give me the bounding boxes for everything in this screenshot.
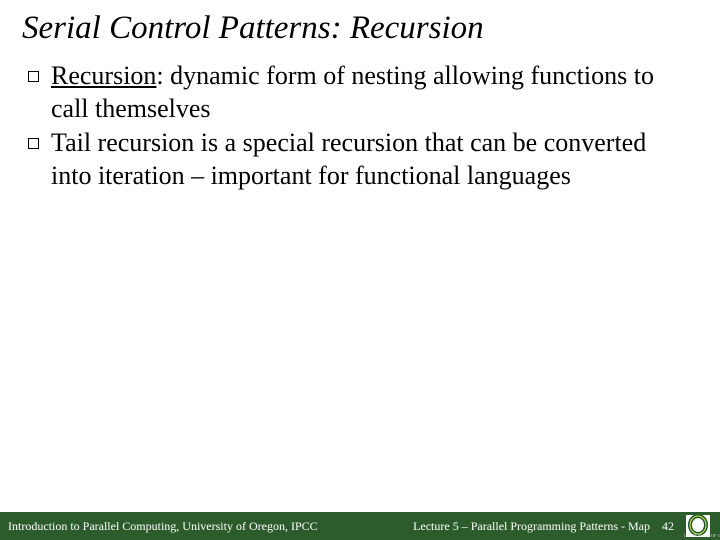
slide-title: Serial Control Patterns: Recursion	[22, 10, 484, 47]
bullet-item: Tail recursion is a special recursion th…	[28, 127, 680, 192]
slide: Serial Control Patterns: Recursion Recur…	[0, 0, 720, 540]
bullet-rest: Tail recursion is a special recursion th…	[51, 128, 646, 190]
logo-caption: UNIVERSITY OF OREGON	[684, 533, 720, 538]
university-logo-icon: UNIVERSITY OF OREGON	[686, 515, 710, 537]
bullet-lead: Recursion	[51, 61, 156, 90]
bullet-text: Tail recursion is a special recursion th…	[51, 127, 680, 192]
footer-left-text: Introduction to Parallel Computing, Univ…	[8, 519, 318, 534]
page-number: 42	[662, 519, 674, 534]
bullet-marker-icon	[28, 71, 39, 82]
footer-right: Lecture 5 – Parallel Programming Pattern…	[413, 515, 710, 537]
bullet-item: Recursion: dynamic form of nesting allow…	[28, 60, 680, 125]
bullet-text: Recursion: dynamic form of nesting allow…	[51, 60, 680, 125]
footer-center-text: Lecture 5 – Parallel Programming Pattern…	[413, 519, 650, 534]
slide-footer: Introduction to Parallel Computing, Univ…	[0, 512, 720, 540]
bullet-marker-icon	[28, 138, 39, 149]
slide-body: Recursion: dynamic form of nesting allow…	[28, 60, 680, 194]
